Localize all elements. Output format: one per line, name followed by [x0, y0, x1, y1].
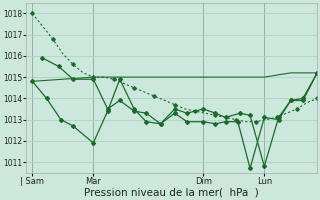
X-axis label: Pression niveau de la mer(  hPa  ): Pression niveau de la mer( hPa ) [84, 187, 259, 197]
